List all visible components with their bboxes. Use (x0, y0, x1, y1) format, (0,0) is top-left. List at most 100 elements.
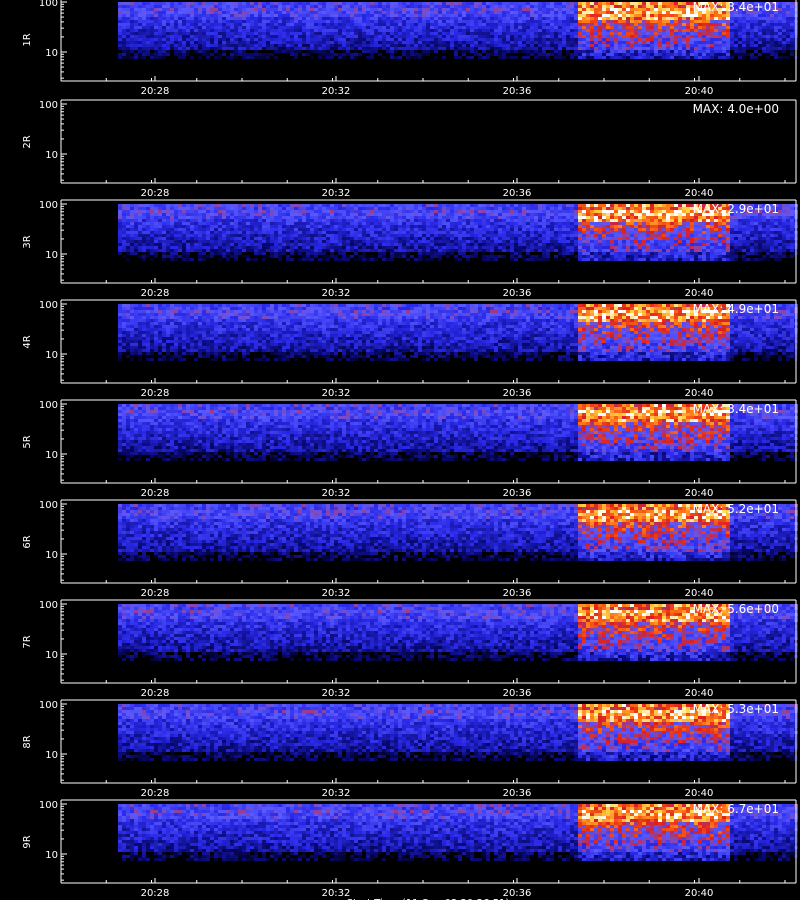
heatmap-cell (582, 44, 586, 47)
heatmap-cell (410, 56, 414, 59)
heatmap-cell (310, 216, 314, 219)
heatmap-cell (426, 204, 430, 207)
heatmap-cell (150, 26, 154, 29)
heatmap-cell (518, 29, 522, 32)
heatmap-cell (126, 38, 130, 41)
max-value-label: MAX: 3.4e+01 (693, 0, 779, 14)
heatmap-cell (606, 50, 610, 53)
heatmap-cell (226, 17, 230, 20)
heatmap-cell (414, 240, 418, 243)
heatmap-cell (434, 225, 438, 228)
heatmap-cell (306, 219, 310, 222)
heatmap-cell (422, 50, 426, 53)
heatmap-cell (150, 228, 154, 231)
heatmap-cell (562, 17, 566, 20)
heatmap-cell (250, 237, 254, 240)
heatmap-cell (666, 29, 670, 32)
heatmap-cell (282, 47, 286, 50)
heatmap-cell (726, 35, 730, 38)
heatmap-cell (262, 35, 266, 38)
heatmap-cell (374, 225, 378, 228)
heatmap-cell (166, 222, 170, 225)
heatmap-cell (382, 231, 386, 234)
heatmap-cell (582, 8, 586, 11)
heatmap-cell (322, 11, 326, 14)
heatmap-cell (778, 26, 782, 29)
heatmap-cell (490, 17, 494, 20)
heatmap-cell (170, 14, 174, 17)
heatmap-cell (170, 20, 174, 23)
heatmap-cell (138, 204, 142, 207)
heatmap-cell (202, 243, 206, 246)
heatmap-cell (318, 35, 322, 38)
heatmap-cell (354, 29, 358, 32)
heatmap-cell (546, 32, 550, 35)
heatmap-cell (282, 35, 286, 38)
heatmap-cell (402, 50, 406, 53)
heatmap-cell (118, 225, 122, 228)
heatmap-cell (494, 246, 498, 249)
heatmap-cell (742, 50, 746, 53)
heatmap-cell (598, 44, 602, 47)
heatmap-cell (214, 243, 218, 246)
heatmap-cell (210, 23, 214, 26)
heatmap-cell (314, 240, 318, 243)
heatmap-cell (210, 237, 214, 240)
heatmap-cell (574, 5, 578, 8)
heatmap-cell (630, 5, 634, 8)
heatmap-cell (470, 14, 474, 17)
heatmap-cell (666, 32, 670, 35)
heatmap-cell (750, 47, 754, 50)
heatmap-cell (166, 237, 170, 240)
heatmap-cell (266, 207, 270, 210)
heatmap-cell (650, 56, 654, 59)
heatmap-cell (406, 237, 410, 240)
heatmap-cell (186, 207, 190, 210)
heatmap-cell (138, 11, 142, 14)
heatmap-cell (218, 252, 222, 255)
heatmap-cell (118, 228, 122, 231)
heatmap-cell (602, 23, 606, 26)
heatmap-cell (294, 17, 298, 20)
heatmap-cell (346, 231, 350, 234)
heatmap-cell (430, 50, 434, 53)
heatmap-cell (290, 26, 294, 29)
heatmap-cell (250, 35, 254, 38)
heatmap-cell (778, 20, 782, 23)
heatmap-cell (394, 234, 398, 237)
heatmap-cell (618, 11, 622, 14)
heatmap-cell (518, 44, 522, 47)
heatmap-cell (226, 29, 230, 32)
heatmap-cell (154, 222, 158, 225)
heatmap-cell (346, 11, 350, 14)
heatmap-cell (250, 216, 254, 219)
heatmap-cell (322, 5, 326, 8)
heatmap-cell (418, 228, 422, 231)
heatmap-cell (550, 41, 554, 44)
heatmap-cell (470, 26, 474, 29)
heatmap-cell (154, 228, 158, 231)
heatmap-cell (254, 20, 258, 23)
heatmap-cell (334, 225, 338, 228)
heatmap-cell (494, 5, 498, 8)
heatmap-cell (150, 32, 154, 35)
heatmap-cell (390, 20, 394, 23)
heatmap-cell (242, 32, 246, 35)
heatmap-cell (342, 255, 346, 258)
heatmap-cell (394, 23, 398, 26)
heatmap-cell (354, 222, 358, 225)
heatmap-cell (134, 207, 138, 210)
heatmap-cell (150, 35, 154, 38)
heatmap-cell (538, 38, 542, 41)
heatmap-cell (670, 11, 674, 14)
heatmap-cell (238, 47, 242, 50)
heatmap-cell (302, 32, 306, 35)
heatmap-cell (246, 47, 250, 50)
heatmap-cell (554, 41, 558, 44)
heatmap-cell (754, 41, 758, 44)
heatmap-cell (726, 17, 730, 20)
heatmap-cell (394, 219, 398, 222)
heatmap-cell (178, 53, 182, 56)
heatmap-cell (714, 35, 718, 38)
heatmap-cell (342, 219, 346, 222)
